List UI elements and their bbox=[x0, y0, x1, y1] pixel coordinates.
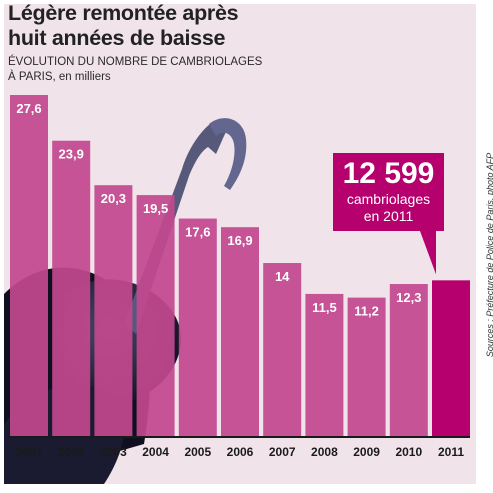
value-label-2006: 16,9 bbox=[227, 233, 252, 248]
chart-title-line2: huit années de baisse bbox=[8, 26, 226, 50]
callout-pointer bbox=[420, 231, 436, 275]
tick-label-2010: 2010 bbox=[395, 445, 422, 459]
chart-panel: Légère remontée après huit années de bai… bbox=[4, 4, 476, 484]
value-label-2009: 11,2 bbox=[354, 304, 379, 319]
bar-2008 bbox=[305, 293, 344, 436]
callout-line2: en 2011 bbox=[363, 208, 414, 224]
tick-label-2005: 2005 bbox=[184, 445, 211, 459]
value-label-2010: 12,3 bbox=[396, 290, 421, 305]
tick-label-2002: 2002 bbox=[58, 445, 85, 459]
bar-2004 bbox=[136, 195, 175, 436]
value-label-2008: 11,5 bbox=[312, 300, 337, 315]
source-note: Sources : Préfecture de Police de Paris,… bbox=[485, 152, 493, 358]
value-label-2003: 20,3 bbox=[101, 191, 126, 206]
bar-2001 bbox=[10, 95, 48, 436]
callout-box: 12 599 cambriolages en 2011 bbox=[333, 153, 444, 231]
bar-2002 bbox=[52, 140, 91, 436]
tick-label-2009: 2009 bbox=[353, 445, 380, 459]
value-label-2007: 14 bbox=[275, 269, 290, 284]
bar-chart: 27,6 2001 23,9 2002 20,3 2003 19,5 2004 17,6 2005… bbox=[8, 95, 470, 459]
tick-label-2007: 2007 bbox=[269, 445, 296, 459]
bar-2009 bbox=[347, 297, 386, 436]
value-label-2001: 27,6 bbox=[16, 101, 41, 116]
bar-2005 bbox=[178, 218, 217, 436]
chart-subtitle-line2: À PARIS, en milliers bbox=[8, 71, 111, 83]
callout-line1: cambriolages bbox=[346, 191, 431, 207]
tick-label-2003: 2003 bbox=[100, 445, 127, 459]
bar-2003 bbox=[94, 185, 133, 436]
value-label-2005: 17,6 bbox=[185, 225, 210, 240]
bar-2007 bbox=[263, 263, 302, 436]
bar-2011 bbox=[432, 280, 470, 436]
chart-subtitle-line1: ÉVOLUTION DU NOMBRE DE CAMBRIOLAGES bbox=[8, 56, 263, 68]
chart-title-line1: Légère remontée après bbox=[8, 4, 239, 25]
tick-label-2011: 2011 bbox=[438, 445, 464, 459]
callout-value: 12 599 bbox=[342, 157, 435, 190]
bar-2010 bbox=[389, 284, 428, 436]
tick-label-2008: 2008 bbox=[311, 445, 338, 459]
crowbar-hook-shape bbox=[209, 118, 247, 190]
value-label-2004: 19,5 bbox=[143, 201, 168, 216]
tick-label-2004: 2004 bbox=[142, 445, 169, 459]
bar-2006 bbox=[221, 227, 259, 436]
value-label-2002: 23,9 bbox=[59, 147, 84, 162]
tick-label-2006: 2006 bbox=[227, 445, 254, 459]
tick-label-2001: 2001 bbox=[16, 445, 43, 459]
